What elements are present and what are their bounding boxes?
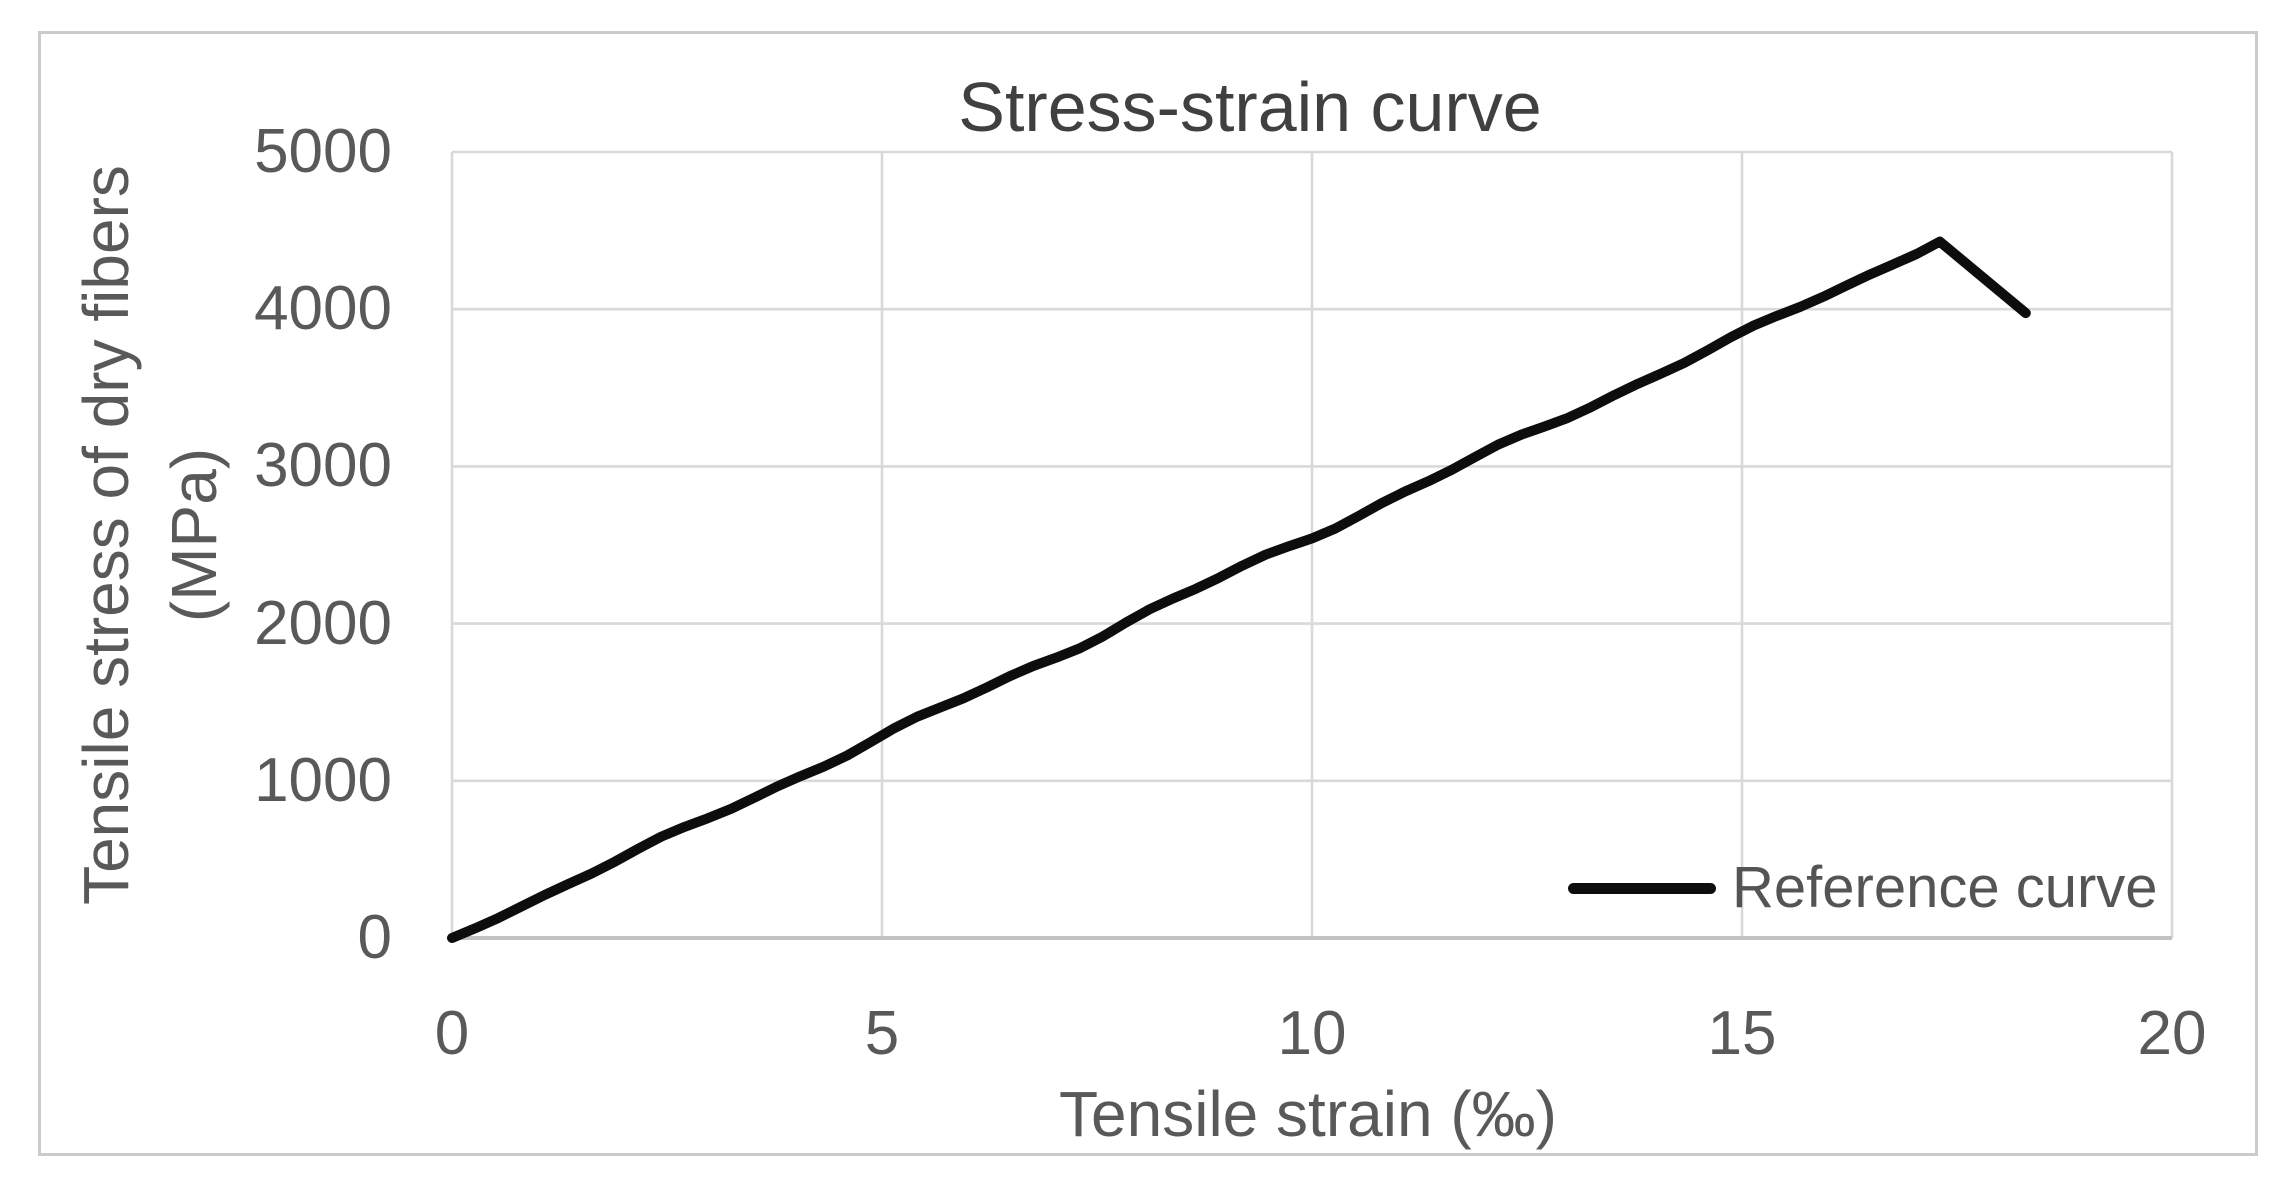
chart-outer-border bbox=[38, 31, 2258, 1156]
y-axis-title-line2: (MPa) bbox=[158, 447, 230, 623]
legend-line-swatch bbox=[1568, 882, 1716, 894]
y-axis-title: Tensile stress of dry fibers (MPa) bbox=[62, 65, 238, 1005]
y-axis-title-line1: Tensile stress of dry fibers bbox=[70, 165, 142, 905]
legend-label: Reference curve bbox=[1732, 855, 2158, 920]
series-line bbox=[447, 236, 2031, 943]
chart-title: Stress-strain curve bbox=[958, 68, 1542, 146]
legend: Reference curve bbox=[1568, 848, 2158, 928]
x-axis-title: Tensile strain (‰) bbox=[1059, 1078, 1557, 1150]
